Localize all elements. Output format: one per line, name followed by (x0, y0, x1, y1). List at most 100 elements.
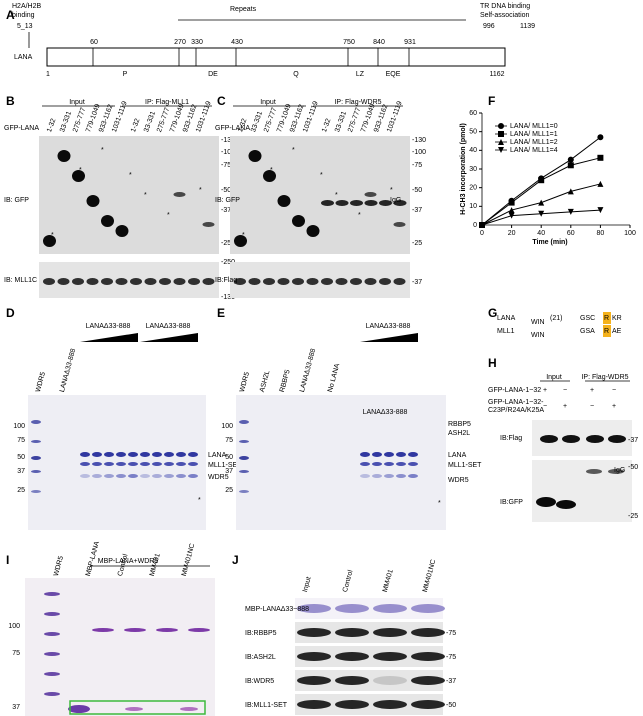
label: IB: GFP (215, 197, 240, 204)
label: − (563, 387, 567, 394)
label: 33-331 (334, 110, 348, 133)
label: 75 (17, 437, 25, 444)
band (140, 462, 150, 466)
band (608, 435, 626, 443)
label: 1139 (520, 23, 535, 30)
label: GSA (580, 328, 595, 335)
label: WDR5 (208, 474, 229, 481)
asterisk: * (320, 172, 323, 179)
label: LANAΔ33-888 (366, 323, 411, 330)
band (140, 474, 150, 478)
label: LANAΔ33-888 (59, 348, 77, 393)
band (321, 278, 333, 285)
band (248, 150, 262, 162)
band (248, 278, 261, 285)
band (202, 278, 215, 285)
domain-bar (46, 47, 506, 67)
asterisk: * (129, 172, 132, 179)
band (104, 474, 114, 478)
label: 33-331 (143, 110, 157, 133)
band (80, 462, 90, 466)
legend-label: LANA/ MLL1=2 (510, 139, 558, 146)
label: 75 (225, 437, 233, 444)
band (188, 452, 198, 457)
label: 25 (225, 487, 233, 494)
label: LANAΔ33-888 (299, 348, 317, 393)
label: No LANA (327, 363, 341, 393)
band (536, 497, 556, 507)
label: 50 (225, 454, 233, 461)
panel-label: A (6, 8, 15, 22)
label: WIN (531, 319, 545, 326)
asterisk: * (167, 212, 170, 219)
label: 270 (174, 39, 186, 46)
label: 1-32 (46, 118, 57, 134)
band (44, 612, 60, 616)
label: IB:Flag (215, 277, 237, 284)
band (125, 707, 143, 711)
panel-label: D (6, 306, 15, 320)
band (411, 676, 445, 685)
label: Control (117, 553, 130, 577)
band (384, 452, 394, 457)
band (586, 469, 602, 474)
band (176, 462, 186, 466)
asterisk: * (335, 192, 338, 199)
band (411, 700, 445, 709)
label: − (590, 403, 594, 410)
point (567, 156, 574, 163)
band (176, 452, 186, 457)
label: LANAΔ33-888 (146, 323, 191, 330)
band (396, 474, 406, 478)
label: AE (612, 328, 622, 335)
label: − (543, 403, 547, 410)
label: 1 (46, 71, 50, 78)
asterisk: * (79, 167, 82, 174)
band (297, 628, 331, 637)
label: -37 (412, 279, 422, 286)
label: 1031-1119 (195, 100, 213, 133)
label: 1-32 (130, 118, 141, 134)
band (159, 278, 171, 285)
band (373, 604, 407, 613)
asterisk: * (101, 147, 104, 154)
label: -37 (412, 207, 422, 214)
band (156, 628, 178, 632)
label: IB:RBBP5 (245, 630, 277, 637)
label: LANA (14, 54, 33, 61)
band (384, 474, 394, 478)
band (277, 195, 291, 207)
band (239, 490, 249, 493)
legend-marker (498, 147, 504, 153)
label: (21) (550, 315, 562, 322)
band (128, 462, 138, 466)
band (101, 278, 113, 285)
band (277, 278, 290, 285)
label: Input (260, 99, 276, 106)
highlight (603, 312, 611, 324)
label: IB: MLL1C (4, 277, 37, 284)
label: GFP-LANA (215, 125, 250, 132)
point (508, 207, 515, 214)
legend-label: LANA/ MLL1=0 (510, 123, 558, 130)
label: 60 (90, 39, 98, 46)
label: GFP-LANA-1~32 (488, 387, 541, 394)
label: LANA (208, 452, 227, 459)
band (180, 707, 198, 711)
band (164, 462, 174, 466)
band (360, 452, 370, 457)
band (540, 435, 558, 443)
band (234, 235, 247, 247)
band (350, 278, 362, 285)
band (364, 200, 378, 206)
label: binding (12, 12, 35, 19)
x-axis-label: Time (min) (532, 239, 567, 246)
band (86, 195, 100, 207)
label: WDR5 (53, 555, 65, 577)
label: R (604, 315, 609, 322)
band (57, 150, 71, 162)
band (86, 278, 99, 285)
label: 33-331 (59, 110, 73, 133)
panel-label: H (488, 356, 497, 370)
